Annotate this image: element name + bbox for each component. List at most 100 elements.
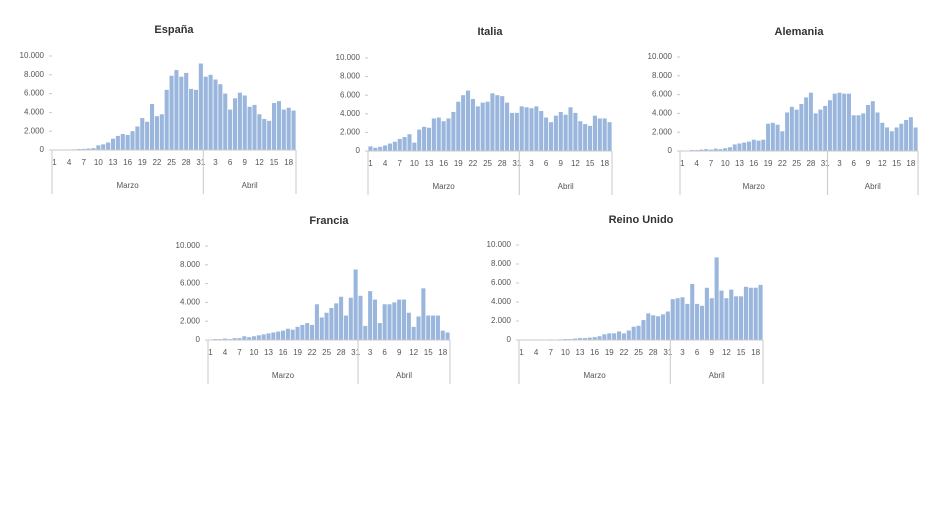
bar xyxy=(656,316,660,340)
x-tick-label: 6 xyxy=(852,159,857,168)
bar xyxy=(213,80,217,151)
group-label: Abril xyxy=(865,182,881,191)
bar xyxy=(780,131,784,151)
x-tick-label: 28 xyxy=(806,159,815,168)
y-tick-label: 6.000 xyxy=(24,89,45,98)
bar xyxy=(564,115,568,151)
bar xyxy=(412,327,416,340)
x-tick-label: 31 xyxy=(821,159,830,168)
x-tick-label: 25 xyxy=(322,348,331,357)
bar xyxy=(174,70,178,150)
x-tick-label: 12 xyxy=(409,348,418,357)
group-label: Marzo xyxy=(117,181,140,190)
x-tick-label: 6 xyxy=(695,348,700,357)
x-tick-label: 9 xyxy=(243,158,248,167)
bar xyxy=(130,131,134,150)
x-tick-label: 15 xyxy=(424,348,433,357)
bar xyxy=(194,90,198,150)
bar xyxy=(895,128,899,152)
bar xyxy=(818,110,822,151)
bar xyxy=(282,110,286,150)
x-tick-label: 28 xyxy=(337,348,346,357)
bar xyxy=(403,137,407,151)
bar xyxy=(861,113,865,151)
x-tick-label: 28 xyxy=(182,158,191,167)
bar xyxy=(814,113,818,151)
bar xyxy=(710,298,714,340)
bar xyxy=(588,126,592,151)
x-tick-label: 15 xyxy=(892,159,901,168)
x-tick-label: 16 xyxy=(439,159,448,168)
chart-title: Italia xyxy=(477,26,503,38)
bar xyxy=(126,135,130,150)
bar xyxy=(310,325,314,340)
x-tick-label: 16 xyxy=(590,348,599,357)
x-tick-label: 25 xyxy=(483,159,492,168)
chart-title: España xyxy=(154,24,194,36)
y-tick-label: 2.000 xyxy=(491,316,512,325)
bar xyxy=(752,140,756,151)
bar xyxy=(481,103,485,151)
group-label: Abril xyxy=(558,182,574,191)
bar xyxy=(785,112,789,151)
y-tick-label: 4.000 xyxy=(340,109,361,118)
bar xyxy=(705,288,709,340)
bar xyxy=(407,313,411,340)
bar xyxy=(209,75,213,150)
bar xyxy=(837,93,841,151)
bar xyxy=(641,320,645,340)
bar xyxy=(257,114,261,150)
bar xyxy=(520,106,524,151)
bar xyxy=(344,316,348,340)
bar xyxy=(96,145,100,150)
y-tick-label: 0 xyxy=(668,146,673,155)
bar xyxy=(140,118,144,150)
x-tick-label: 3 xyxy=(213,158,218,167)
bar xyxy=(914,128,918,152)
y-tick-label: 2.000 xyxy=(24,126,45,135)
bar xyxy=(671,299,675,340)
bar xyxy=(646,313,650,340)
x-tick-label: 3 xyxy=(680,348,685,357)
bar xyxy=(890,131,894,151)
y-tick-label: 0 xyxy=(40,145,45,154)
bar xyxy=(757,141,761,151)
x-tick-label: 4 xyxy=(67,158,72,167)
bar xyxy=(700,306,704,340)
x-tick-label: 10 xyxy=(721,159,730,168)
y-tick-label: 10.000 xyxy=(336,53,361,62)
x-tick-label: 28 xyxy=(498,159,507,168)
bar xyxy=(515,113,519,151)
bar xyxy=(729,290,733,340)
bar xyxy=(885,128,889,152)
bar xyxy=(549,122,553,151)
bar xyxy=(510,113,514,151)
bar xyxy=(106,142,110,150)
bar xyxy=(422,127,426,151)
x-tick-label: 19 xyxy=(605,348,614,357)
y-tick-label: 10.000 xyxy=(176,241,201,250)
x-tick-label: 9 xyxy=(710,348,715,357)
x-tick-label: 18 xyxy=(906,159,915,168)
bar xyxy=(847,94,851,151)
bar xyxy=(257,335,261,340)
bar xyxy=(412,143,416,151)
bar xyxy=(607,333,611,340)
x-tick-label: 31 xyxy=(351,348,360,357)
bar xyxy=(622,333,626,340)
x-tick-label: 16 xyxy=(749,159,758,168)
bar xyxy=(715,257,719,340)
y-tick-label: 6.000 xyxy=(340,90,361,99)
bar xyxy=(554,116,558,151)
y-tick-label: 8.000 xyxy=(180,260,201,269)
x-tick-label: 16 xyxy=(123,158,132,167)
bar xyxy=(397,300,401,340)
x-tick-label: 3 xyxy=(837,159,842,168)
bar xyxy=(388,144,392,151)
bar xyxy=(442,121,446,151)
y-tick-label: 0 xyxy=(356,146,361,155)
bar xyxy=(426,316,430,340)
bar xyxy=(759,285,763,340)
x-tick-label: 19 xyxy=(138,158,147,167)
bar xyxy=(402,300,406,340)
